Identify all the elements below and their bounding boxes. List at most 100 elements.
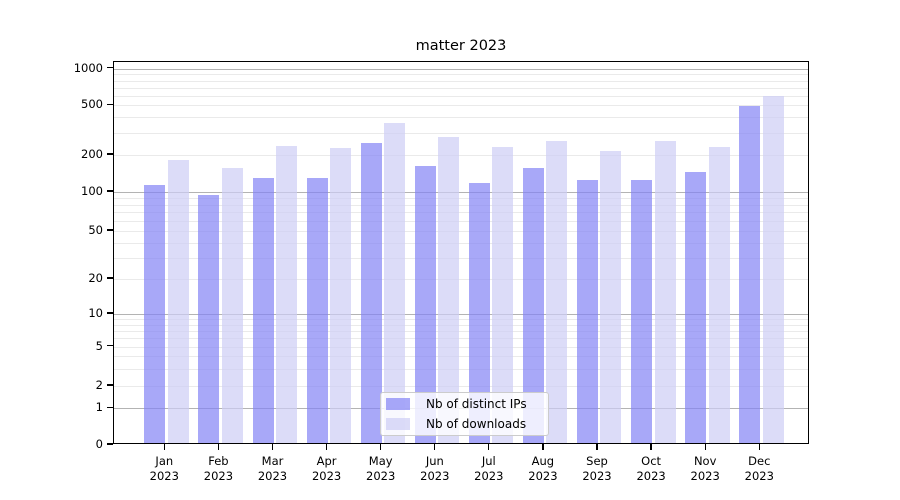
legend: Nb of distinct IPs Nb of downloads — [380, 392, 549, 436]
gridline-major — [114, 192, 808, 193]
y-tick-label: 1000 — [73, 60, 103, 75]
bar-distinct-ips — [577, 179, 598, 443]
x-tick-label: Jul 2023 — [474, 454, 504, 483]
bar-downloads — [492, 146, 514, 443]
y-tick — [107, 345, 113, 347]
gridline-minor — [114, 356, 808, 358]
gridline-minor — [114, 220, 808, 222]
y-tick — [107, 103, 113, 105]
gridline-major — [114, 314, 808, 315]
y-tick-label: 10 — [88, 306, 103, 320]
x-tick-label: Sep 2023 — [582, 454, 612, 483]
y-tick-label: 500 — [81, 97, 103, 112]
y-tick-label: 2 — [95, 378, 103, 392]
bar-downloads — [546, 141, 568, 443]
x-tick-label: Mar 2023 — [257, 454, 288, 483]
bar-distinct-ips — [306, 178, 328, 443]
bar-downloads — [438, 137, 460, 443]
x-tick — [434, 444, 436, 450]
bar-distinct-ips — [468, 183, 490, 443]
legend-swatch-downloads — [386, 418, 410, 430]
x-tick — [596, 444, 598, 450]
bar-distinct-ips — [414, 165, 436, 443]
gridline-minor — [114, 386, 808, 387]
bar-distinct-ips — [144, 184, 166, 443]
y-tick — [107, 312, 113, 314]
x-tick-label: May 2023 — [366, 454, 396, 483]
legend-item-distinct-ips: Nb of distinct IPs — [386, 395, 540, 413]
x-tick — [650, 444, 652, 450]
bar-distinct-ips — [252, 178, 274, 443]
x-tick — [217, 444, 220, 450]
gridline-minor — [114, 197, 808, 199]
gridline-minor — [114, 87, 808, 89]
x-tick-label: Dec 2023 — [744, 454, 774, 483]
x-tick — [380, 444, 382, 450]
bar-distinct-ips — [198, 194, 220, 443]
bar-downloads — [275, 145, 297, 443]
y-tick-label: 1 — [95, 400, 103, 415]
bar-distinct-ips — [739, 105, 761, 443]
y-tick-label: 100 — [81, 184, 103, 198]
y-tick — [107, 406, 113, 408]
bar-downloads — [762, 95, 784, 443]
x-tick — [325, 444, 328, 450]
gridline-minor — [114, 279, 808, 280]
bar-downloads — [167, 159, 189, 443]
y-tick — [107, 190, 113, 192]
gridline-minor — [114, 257, 808, 259]
gridline-minor — [114, 74, 808, 76]
chart-title: matter 2023 — [415, 38, 507, 54]
y-tick — [107, 229, 113, 231]
legend-item-downloads: Nb of downloads — [386, 415, 540, 433]
bar-downloads — [330, 148, 351, 443]
y-tick — [107, 153, 113, 155]
x-tick — [758, 444, 760, 450]
legend-swatch-distinct-ips — [386, 398, 410, 410]
x-tick-label: Feb 2023 — [203, 454, 234, 483]
x-tick-label: Aug 2023 — [528, 454, 558, 483]
x-tick-label: Jun 2023 — [420, 454, 450, 483]
bar-downloads — [384, 123, 406, 443]
legend-label-downloads: Nb of downloads — [426, 417, 527, 431]
gridline-minor — [114, 330, 808, 332]
x-tick — [542, 444, 544, 450]
x-tick-label: Oct 2023 — [636, 454, 666, 483]
gridline-minor — [114, 319, 808, 320]
bar-downloads — [221, 168, 243, 443]
bar-downloads — [654, 140, 676, 443]
gridline-minor — [114, 346, 808, 348]
legend-label-distinct-ips: Nb of distinct IPs — [426, 397, 527, 411]
bar-distinct-ips — [360, 143, 382, 443]
gridline-minor — [114, 155, 808, 156]
x-tick — [704, 444, 706, 450]
bar-distinct-ips — [685, 171, 707, 443]
x-tick-label: Apr 2023 — [311, 454, 342, 483]
x-tick — [271, 444, 274, 450]
y-tick — [107, 443, 113, 445]
gridline-minor — [114, 231, 808, 232]
bar-downloads — [600, 150, 622, 443]
gridline-minor — [114, 324, 808, 326]
plot-area — [113, 61, 809, 444]
gridline-major — [114, 68, 808, 70]
gridline-minor — [114, 133, 808, 134]
bar-downloads — [708, 146, 730, 443]
x-tick-label: Jan 2023 — [149, 454, 179, 483]
x-tick — [163, 444, 165, 450]
bar-distinct-ips — [522, 168, 544, 443]
gridline-minor — [114, 95, 808, 97]
x-tick-label: Nov 2023 — [690, 454, 720, 483]
y-tick-label: 5 — [95, 338, 103, 353]
bar-distinct-ips — [631, 179, 653, 443]
gridline-minor — [114, 204, 808, 206]
y-tick-label: 200 — [81, 147, 103, 161]
y-tick-label: 50 — [88, 223, 103, 237]
gridline-minor — [114, 242, 808, 244]
gridline-minor — [114, 80, 808, 82]
gridline-minor — [114, 338, 808, 340]
gridline-minor — [114, 368, 808, 370]
y-tick — [107, 277, 113, 279]
gridline-minor — [114, 212, 808, 214]
